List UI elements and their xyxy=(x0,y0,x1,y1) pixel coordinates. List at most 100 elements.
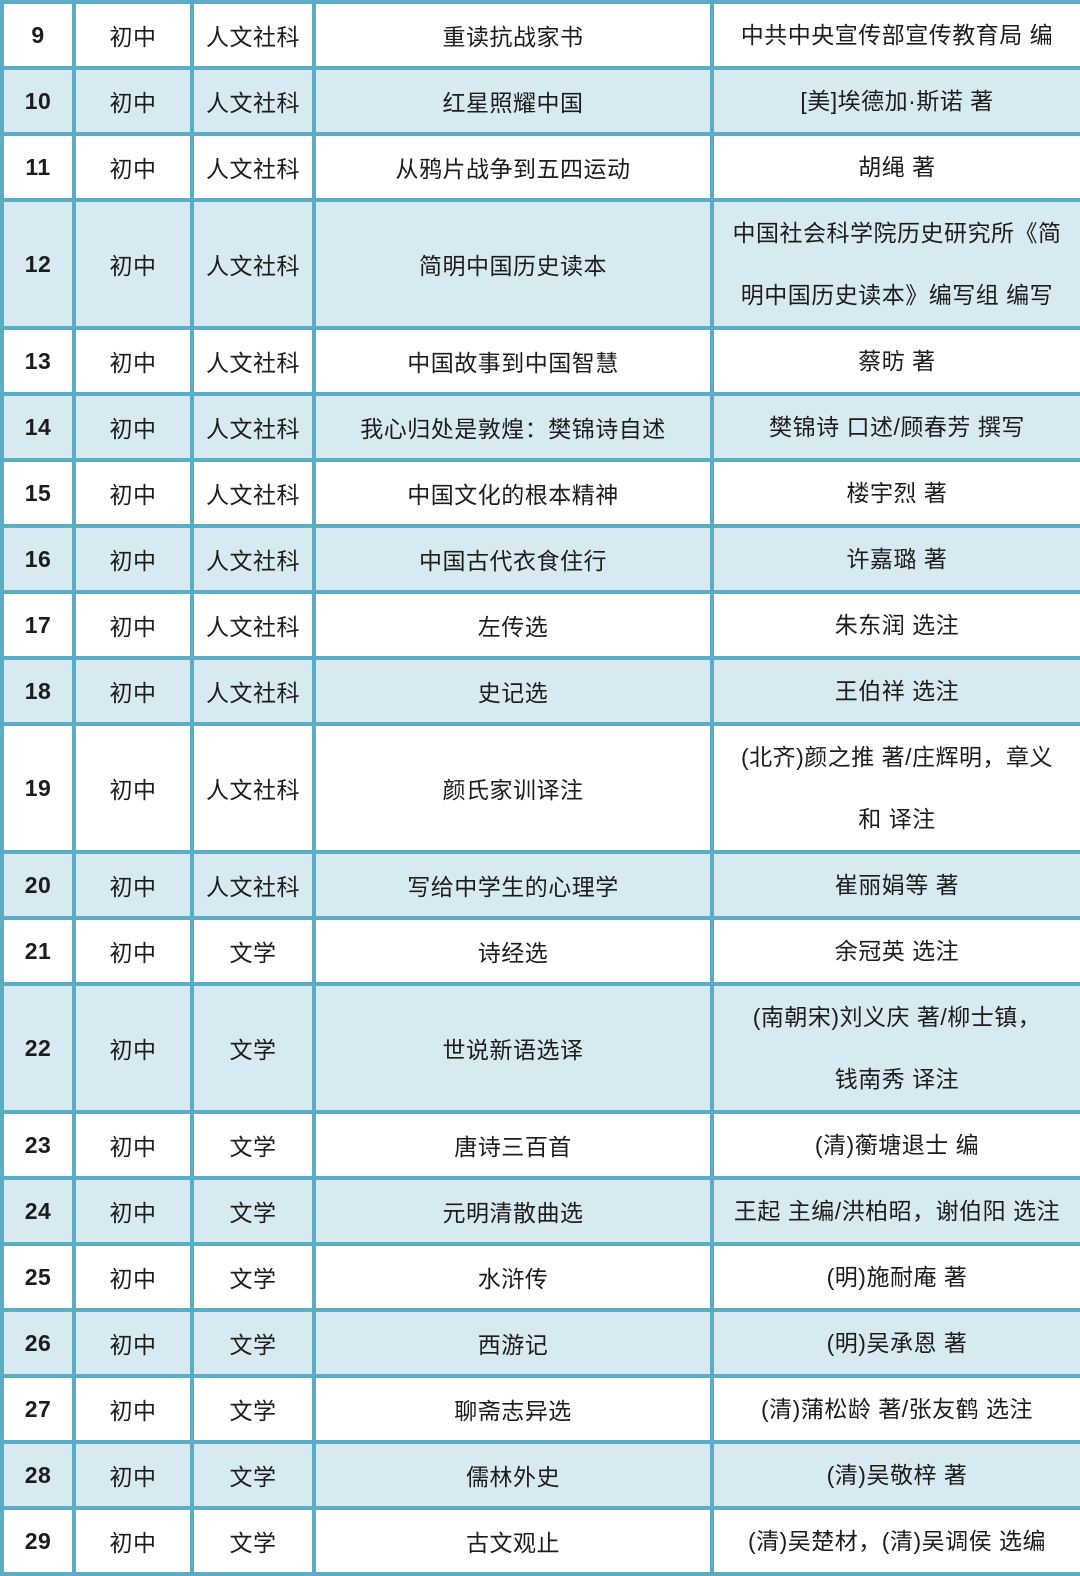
author-line: 余冠英 选注 xyxy=(834,938,960,964)
table-row: 15 初中 人文社科 中国文化的根本精神 楼宇烈 著 xyxy=(0,458,1080,528)
category-label: 人文社科 xyxy=(190,458,316,528)
author-cell: [美]埃德加·斯诺 著 xyxy=(710,66,1080,136)
stage-label: 初中 xyxy=(72,0,194,70)
table-row: 27 初中 文学 聊斋志异选 (清)蒲松龄 著/张友鹤 选注 xyxy=(0,1374,1080,1444)
author-cell: 崔丽娟等 著 xyxy=(710,850,1080,920)
row-number: 9 xyxy=(0,0,76,70)
book-title: 简明中国历史读本 xyxy=(312,198,714,330)
stage-label: 初中 xyxy=(72,1110,194,1180)
row-number: 11 xyxy=(0,132,76,202)
book-title: 诗经选 xyxy=(312,916,714,986)
author-line: 许嘉璐 著 xyxy=(846,546,948,572)
row-number: 15 xyxy=(0,458,76,528)
row-number: 16 xyxy=(0,524,76,594)
category-label: 人文社科 xyxy=(190,326,316,396)
table-row: 20 初中 人文社科 写给中学生的心理学 崔丽娟等 著 xyxy=(0,850,1080,920)
book-title: 左传选 xyxy=(312,590,714,660)
book-title: 中国古代衣食住行 xyxy=(312,524,714,594)
category-label: 文学 xyxy=(190,916,316,986)
row-number: 27 xyxy=(0,1374,76,1444)
author-cell: (明)施耐庵 著 xyxy=(710,1242,1080,1312)
stage-label: 初中 xyxy=(72,590,194,660)
stage-label: 初中 xyxy=(72,1242,194,1312)
stage-label: 初中 xyxy=(72,850,194,920)
table-row: 23 初中 文学 唐诗三百首 (清)蘅塘退士 编 xyxy=(0,1110,1080,1180)
book-title: 世说新语选译 xyxy=(312,982,714,1114)
author-line: 中国社会科学院历史研究所《简 xyxy=(732,220,1062,246)
row-number: 18 xyxy=(0,656,76,726)
category-label: 人文社科 xyxy=(190,66,316,136)
table-row: 28 初中 文学 儒林外史 (清)吴敬梓 著 xyxy=(0,1440,1080,1510)
table-row: 13 初中 人文社科 中国故事到中国智慧 蔡昉 著 xyxy=(0,326,1080,396)
table-row: 26 初中 文学 西游记 (明)吴承恩 著 xyxy=(0,1308,1080,1378)
author-cell: 余冠英 选注 xyxy=(710,916,1080,986)
table-row: 19 初中 人文社科 颜氏家训译注 (北齐)颜之推 著/庄辉明，章义和 译注 xyxy=(0,722,1080,854)
author-cell: 中共中央宣传部宣传教育局 编 xyxy=(710,0,1080,70)
author-cell: 胡绳 著 xyxy=(710,132,1080,202)
author-cell: 中国社会科学院历史研究所《简 明中国历史读本》编写组 编写 xyxy=(710,198,1080,330)
stage-label: 初中 xyxy=(72,916,194,986)
row-number: 20 xyxy=(0,850,76,920)
category-label: 人文社科 xyxy=(190,132,316,202)
stage-label: 初中 xyxy=(72,458,194,528)
author-line: 蔡昉 著 xyxy=(858,348,936,374)
book-title: 古文观止 xyxy=(312,1506,714,1576)
category-label: 人文社科 xyxy=(190,590,316,660)
author-line: (清)吴敬梓 著 xyxy=(826,1462,968,1488)
book-title: 中国故事到中国智慧 xyxy=(312,326,714,396)
author-cell: 樊锦诗 口述/顾春芳 撰写 xyxy=(710,392,1080,462)
author-line: (南朝宋)刘义庆 著/柳士镇， xyxy=(752,1004,1042,1030)
author-cell: (清)吴敬梓 著 xyxy=(710,1440,1080,1510)
row-number: 23 xyxy=(0,1110,76,1180)
category-label: 文学 xyxy=(190,1110,316,1180)
author-cell: (明)吴承恩 著 xyxy=(710,1308,1080,1378)
category-label: 文学 xyxy=(190,982,316,1114)
author-line: (明)施耐庵 著 xyxy=(826,1264,968,1290)
table-row: 16 初中 人文社科 中国古代衣食住行 许嘉璐 著 xyxy=(0,524,1080,594)
author-line: 王起 主编/洪柏昭，谢伯阳 选注 xyxy=(733,1198,1061,1224)
author-cell: (清)吴楚材，(清)吴调侯 选编 xyxy=(710,1506,1080,1576)
row-number: 25 xyxy=(0,1242,76,1312)
author-cell: 蔡昉 著 xyxy=(710,326,1080,396)
table-row: 25 初中 文学 水浒传 (明)施耐庵 著 xyxy=(0,1242,1080,1312)
stage-label: 初中 xyxy=(72,1440,194,1510)
book-title: 史记选 xyxy=(312,656,714,726)
author-line: 王伯祥 选注 xyxy=(834,678,960,704)
row-number: 14 xyxy=(0,392,76,462)
stage-label: 初中 xyxy=(72,524,194,594)
row-number: 10 xyxy=(0,66,76,136)
book-title: 聊斋志异选 xyxy=(312,1374,714,1444)
table-row: 17 初中 人文社科 左传选 朱东润 选注 xyxy=(0,590,1080,660)
table-row: 10 初中 人文社科 红星照耀中国 [美]埃德加·斯诺 著 xyxy=(0,66,1080,136)
author-cell: (清)蘅塘退士 编 xyxy=(710,1110,1080,1180)
author-cell: 朱东润 选注 xyxy=(710,590,1080,660)
author-cell: (清)蒲松龄 著/张友鹤 选注 xyxy=(710,1374,1080,1444)
stage-label: 初中 xyxy=(72,1374,194,1444)
book-title: 唐诗三百首 xyxy=(312,1110,714,1180)
category-label: 人文社科 xyxy=(190,524,316,594)
category-label: 人文社科 xyxy=(190,198,316,330)
author-line: 崔丽娟等 著 xyxy=(834,872,960,898)
author-line: (清)吴楚材，(清)吴调侯 选编 xyxy=(747,1528,1047,1554)
row-number: 24 xyxy=(0,1176,76,1246)
stage-label: 初中 xyxy=(72,982,194,1114)
book-title: 重读抗战家书 xyxy=(312,0,714,70)
row-number: 28 xyxy=(0,1440,76,1510)
category-label: 文学 xyxy=(190,1506,316,1576)
category-label: 人文社科 xyxy=(190,850,316,920)
author-line: 钱南秀 译注 xyxy=(834,1066,960,1092)
author-line: 明中国历史读本》编写组 编写 xyxy=(740,282,1054,308)
category-label: 文学 xyxy=(190,1374,316,1444)
stage-label: 初中 xyxy=(72,722,194,854)
book-title: 红星照耀中国 xyxy=(312,66,714,136)
author-line: (清)蘅塘退士 编 xyxy=(814,1132,980,1158)
stage-label: 初中 xyxy=(72,198,194,330)
book-title: 中国文化的根本精神 xyxy=(312,458,714,528)
stage-label: 初中 xyxy=(72,66,194,136)
author-line: 樊锦诗 口述/顾春芳 撰写 xyxy=(769,414,1025,440)
stage-label: 初中 xyxy=(72,392,194,462)
author-line: (清)蒲松龄 著/张友鹤 选注 xyxy=(761,1396,1033,1422)
book-title: 儒林外史 xyxy=(312,1440,714,1510)
